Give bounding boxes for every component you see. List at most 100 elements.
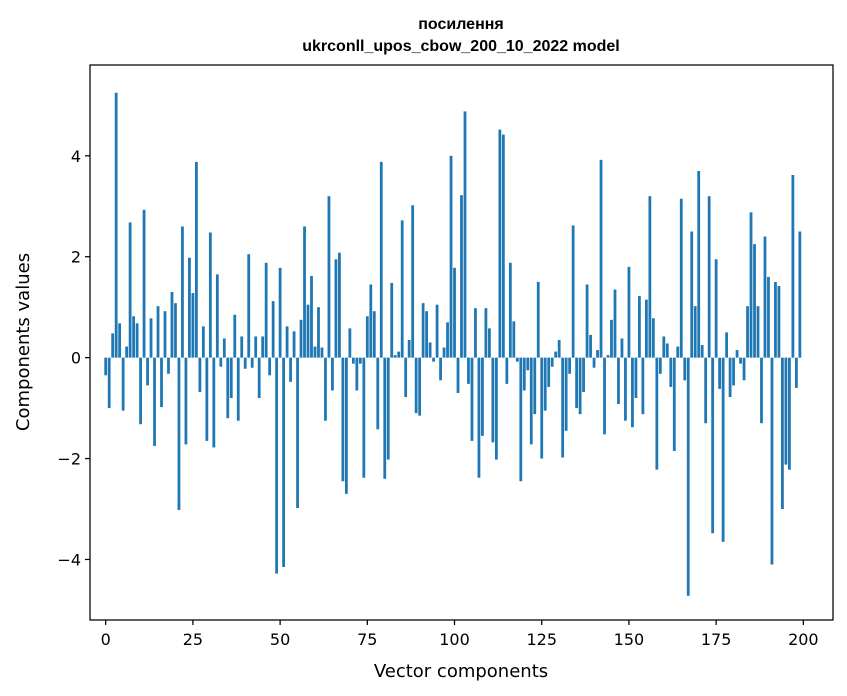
bar-component-160: [662, 336, 666, 358]
bar-component-36: [229, 357, 233, 398]
bar-component-133: [568, 357, 572, 374]
bar-component-92: [425, 311, 429, 358]
bar-component-157: [651, 318, 655, 358]
bar-component-24: [188, 257, 191, 358]
bar-component-59: [310, 275, 313, 358]
bar-component-55: [296, 357, 299, 508]
bar-component-197: [791, 174, 795, 358]
bar-component-168: [690, 231, 694, 358]
bar-component-67: [338, 252, 341, 358]
bar-component-5: [121, 357, 125, 411]
bar-component-100: [453, 267, 456, 358]
bar-component-146: [613, 289, 617, 358]
bar-component-22: [181, 226, 184, 358]
bar-component-7: [128, 222, 132, 358]
bar-component-23: [184, 357, 188, 445]
bar-component-57: [303, 226, 306, 358]
chart-title: посилення: [418, 16, 503, 33]
bar-component-30: [208, 232, 212, 358]
x-tick-label: 0: [101, 630, 111, 649]
bar-component-198: [794, 357, 798, 388]
bar-component-61: [317, 307, 320, 358]
bar-component-71: [351, 357, 355, 364]
bar-component-1: [107, 357, 111, 409]
x-tick-label: 200: [788, 630, 819, 649]
bar-component-132: [564, 357, 568, 431]
bar-component-47: [268, 357, 272, 376]
bar-component-156: [648, 196, 652, 358]
bar-component-149: [624, 357, 627, 421]
y-axis-ticks: −4 −2 0 2 4: [57, 147, 90, 569]
bar-component-152: [634, 357, 638, 398]
bar-component-29: [205, 357, 209, 441]
bar-component-51: [282, 357, 285, 568]
bar-component-110: [488, 328, 491, 358]
plot-frame: [89, 64, 834, 621]
bar-component-93: [428, 342, 432, 358]
bar-component-25: [191, 293, 195, 358]
bar-component-186: [753, 244, 756, 358]
x-tick-label: 75: [357, 630, 377, 649]
bar-component-14: [153, 357, 156, 446]
bar-component-188: [760, 357, 763, 424]
bar-component-26: [195, 161, 198, 358]
bar-component-84: [397, 351, 401, 358]
bar-component-153: [638, 296, 641, 358]
bar-component-183: [742, 357, 746, 381]
bar-component-128: [550, 357, 554, 367]
bar-component-31: [212, 357, 216, 448]
bar-component-99: [449, 155, 453, 358]
bar-component-194: [781, 357, 784, 509]
bar-component-105: [470, 357, 474, 441]
bar-component-140: [592, 357, 596, 368]
bar-component-27: [198, 357, 202, 392]
bar-component-16: [160, 357, 163, 408]
bar-component-185: [749, 212, 753, 358]
bar-component-180: [732, 357, 735, 386]
bar-component-37: [233, 314, 237, 358]
bar-component-21: [177, 357, 181, 511]
bar-component-116: [508, 262, 512, 358]
bar-component-43: [254, 336, 258, 358]
bar-component-0: [104, 357, 108, 376]
bar-component-90: [418, 357, 422, 416]
y-tick-label: 2: [71, 248, 81, 267]
bar-component-28: [201, 326, 205, 358]
bar-component-126: [543, 357, 547, 411]
bar-component-103: [463, 111, 467, 358]
bar-component-129: [554, 351, 558, 358]
bar-component-66: [334, 259, 338, 358]
bar-component-177: [721, 357, 725, 542]
bar-component-150: [627, 266, 631, 358]
bar-component-34: [222, 338, 226, 358]
bar-component-96: [439, 357, 442, 381]
bar-component-122: [529, 357, 533, 445]
bar-component-130: [557, 339, 561, 358]
bar-component-166: [683, 357, 687, 381]
bar-component-124: [536, 281, 540, 358]
bar-component-62: [320, 347, 324, 358]
bar-component-172: [704, 357, 708, 424]
bar-component-86: [404, 357, 408, 397]
bar-component-64: [327, 196, 331, 358]
bar-component-98: [446, 322, 449, 358]
bar-component-138: [585, 284, 589, 358]
bar-component-40: [243, 357, 247, 369]
bar-component-74: [362, 357, 366, 478]
bar-component-35: [226, 357, 230, 419]
bar-component-45: [261, 336, 265, 358]
bar-component-4: [118, 323, 122, 358]
x-axis-label: Vector components: [374, 661, 548, 682]
bar-component-75: [365, 316, 369, 358]
bar-component-65: [331, 357, 334, 391]
bar-component-182: [739, 357, 742, 364]
bar-component-3: [114, 92, 118, 358]
bar-component-32: [215, 274, 219, 358]
bar-component-52: [285, 326, 289, 358]
bar-component-131: [561, 357, 565, 458]
bar-component-41: [247, 254, 251, 358]
bar-component-39: [240, 336, 244, 358]
bar-component-155: [644, 299, 648, 358]
bar-component-88: [411, 205, 415, 358]
bar-component-63: [324, 357, 327, 421]
